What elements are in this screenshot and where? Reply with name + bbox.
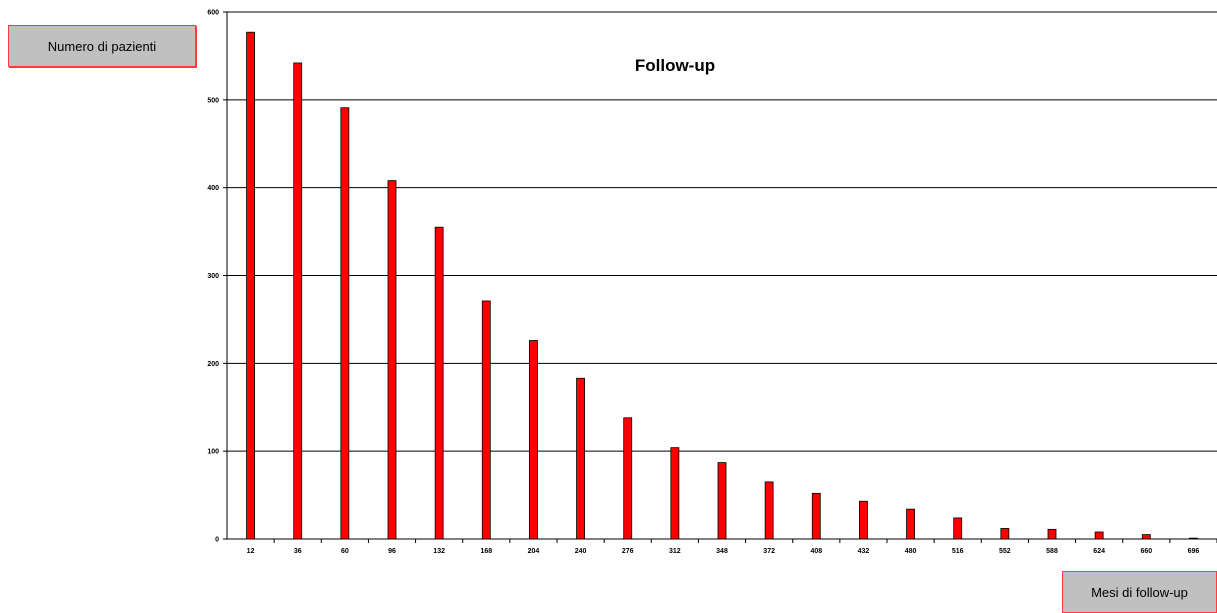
x-tick-label-312: 312 xyxy=(669,548,681,555)
bar-516 xyxy=(953,517,963,540)
bar-624 xyxy=(1094,531,1104,540)
bar-36 xyxy=(293,62,303,540)
bar-588 xyxy=(1047,528,1057,540)
bar-660 xyxy=(1141,534,1151,540)
y-axis-label-text: Numero di pazienti xyxy=(47,38,157,54)
x-tick-label-588: 588 xyxy=(1046,548,1058,555)
x-tick-label-552: 552 xyxy=(999,548,1011,555)
bar-696 xyxy=(1189,537,1198,540)
x-tick-label-480: 480 xyxy=(905,548,917,555)
y-tick-label-0: 0 xyxy=(215,537,219,544)
y-tick-label-200: 200 xyxy=(207,361,219,368)
x-tick-label-12: 12 xyxy=(247,548,255,555)
x-tick-label-408: 408 xyxy=(810,548,822,555)
y-tick-label-400: 400 xyxy=(207,185,219,192)
x-tick-label-240: 240 xyxy=(575,548,587,555)
x-tick-label-624: 624 xyxy=(1093,548,1105,555)
x-tick-label-696: 696 xyxy=(1188,548,1200,555)
bar-348 xyxy=(717,462,727,540)
y-axis-label: Numero di pazienti xyxy=(8,25,196,67)
bar-312 xyxy=(670,447,680,540)
x-axis-label-text: Mesi di follow-up xyxy=(1091,584,1188,600)
bars xyxy=(246,31,1198,540)
bar-168 xyxy=(481,300,491,540)
bar-204 xyxy=(529,340,538,540)
x-tick-label-276: 276 xyxy=(622,548,634,555)
y-tick-label-500: 500 xyxy=(207,97,219,104)
x-tick-label-204: 204 xyxy=(528,548,540,555)
gridlines xyxy=(227,11,1217,540)
bar-96 xyxy=(387,180,397,540)
x-tick-label-660: 660 xyxy=(1140,548,1152,555)
bar-408 xyxy=(811,492,821,540)
bar-552 xyxy=(1000,528,1010,540)
bar-276 xyxy=(623,417,633,540)
x-tick-label-96: 96 xyxy=(388,548,396,555)
x-tick-label-432: 432 xyxy=(858,548,870,555)
x-tick-label-168: 168 xyxy=(480,548,492,555)
bar-12 xyxy=(246,31,255,540)
x-tick-label-36: 36 xyxy=(294,548,302,555)
x-tick-label-348: 348 xyxy=(716,548,728,555)
tick-labels: 0 100 200 300 400 500 600 12 36 60 96 132 168 204 240 2… xyxy=(207,10,1199,556)
y-tick-label-300: 300 xyxy=(207,273,219,280)
bar-372 xyxy=(764,481,774,540)
bar-480 xyxy=(906,508,915,540)
y-tick-label-600: 600 xyxy=(207,10,219,17)
bar-60 xyxy=(340,107,350,540)
chart-title: Follow-up xyxy=(635,56,715,75)
y-tick-label-100: 100 xyxy=(207,449,219,456)
bar-432 xyxy=(859,500,868,540)
x-tick-label-132: 132 xyxy=(433,548,445,555)
bar-240 xyxy=(576,377,585,540)
bar-132 xyxy=(434,226,444,540)
x-tick-label-60: 60 xyxy=(341,548,349,555)
x-tick-label-516: 516 xyxy=(952,548,964,555)
x-tick-label-372: 372 xyxy=(763,548,775,555)
